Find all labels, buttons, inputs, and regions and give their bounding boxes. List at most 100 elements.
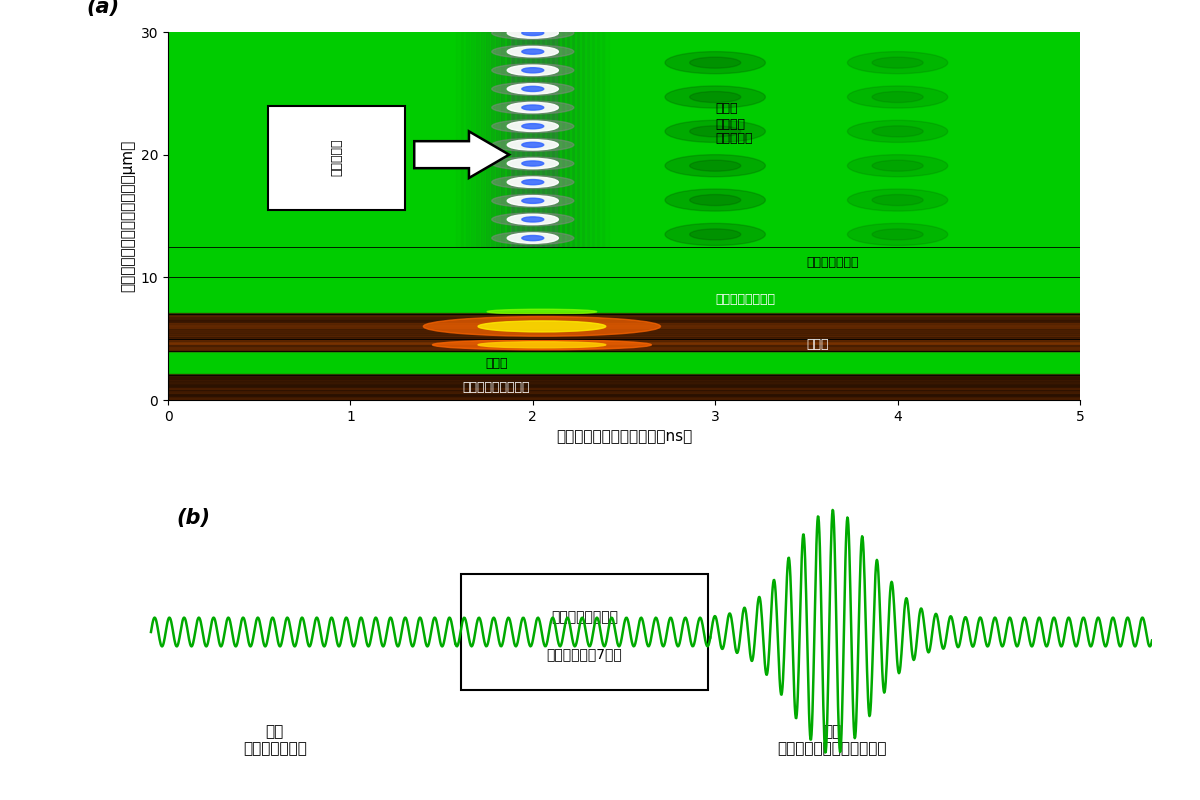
- X-axis label: オシロスコープ上の時間（ns）: オシロスコープ上の時間（ns）: [556, 430, 692, 444]
- Text: 励起光＋シード光: 励起光＋シード光: [715, 293, 775, 306]
- Bar: [481, 32, 488, 246]
- Ellipse shape: [508, 84, 558, 94]
- Ellipse shape: [690, 194, 740, 206]
- Ellipse shape: [872, 91, 923, 102]
- Bar: [168, 398, 1080, 399]
- Bar: [168, 345, 1080, 346]
- Bar: [168, 349, 1080, 350]
- Ellipse shape: [492, 101, 574, 114]
- Ellipse shape: [522, 161, 544, 166]
- Ellipse shape: [492, 194, 574, 207]
- Ellipse shape: [522, 30, 544, 35]
- Bar: [168, 394, 1080, 395]
- Bar: [168, 278, 1080, 314]
- Bar: [168, 350, 1080, 351]
- Ellipse shape: [522, 68, 544, 73]
- Bar: [168, 393, 1080, 394]
- Bar: [602, 32, 610, 246]
- Ellipse shape: [508, 140, 558, 150]
- Ellipse shape: [492, 64, 574, 77]
- Bar: [168, 314, 1080, 315]
- Bar: [269, 106, 406, 210]
- Bar: [168, 346, 1080, 347]
- Bar: [168, 344, 1080, 345]
- Text: （瞬間強度〆7桁）: （瞬間強度〆7桁）: [546, 647, 623, 662]
- Bar: [547, 32, 554, 246]
- Bar: [168, 319, 1080, 320]
- Bar: [168, 385, 1080, 386]
- Bar: [461, 32, 468, 246]
- Bar: [506, 32, 514, 246]
- Bar: [168, 323, 1080, 324]
- Bar: [492, 32, 499, 246]
- Bar: [168, 395, 1080, 396]
- Bar: [168, 396, 1080, 397]
- Ellipse shape: [508, 65, 558, 75]
- Bar: [497, 32, 504, 246]
- Bar: [476, 32, 484, 246]
- Bar: [168, 379, 1080, 381]
- Ellipse shape: [492, 120, 574, 133]
- Ellipse shape: [508, 102, 558, 113]
- Ellipse shape: [508, 46, 558, 57]
- Text: (a): (a): [86, 0, 119, 18]
- Ellipse shape: [522, 142, 544, 147]
- Bar: [168, 313, 1080, 314]
- Ellipse shape: [872, 229, 923, 240]
- Text: (b): (b): [176, 508, 211, 528]
- Ellipse shape: [508, 214, 558, 225]
- Bar: [592, 32, 599, 246]
- Bar: [168, 388, 1080, 389]
- Bar: [566, 32, 574, 246]
- Ellipse shape: [847, 120, 948, 142]
- Bar: [587, 32, 594, 246]
- FancyArrow shape: [414, 131, 509, 178]
- Ellipse shape: [522, 198, 544, 203]
- Bar: [168, 392, 1080, 393]
- Ellipse shape: [492, 213, 574, 226]
- Bar: [536, 32, 544, 246]
- Ellipse shape: [690, 91, 740, 102]
- Ellipse shape: [478, 342, 606, 348]
- Bar: [168, 375, 1080, 377]
- Ellipse shape: [522, 105, 544, 110]
- Bar: [577, 32, 584, 246]
- Text: 量子ビート: 量子ビート: [330, 139, 343, 177]
- Ellipse shape: [492, 232, 574, 245]
- Bar: [168, 348, 1080, 349]
- Ellipse shape: [690, 160, 740, 171]
- Bar: [168, 320, 1080, 322]
- Bar: [168, 351, 1080, 375]
- Ellipse shape: [690, 126, 740, 137]
- Ellipse shape: [522, 179, 544, 185]
- Ellipse shape: [522, 86, 544, 91]
- Bar: [511, 32, 557, 246]
- Bar: [168, 338, 1080, 351]
- Ellipse shape: [487, 310, 596, 314]
- Ellipse shape: [522, 49, 544, 54]
- Bar: [598, 32, 605, 246]
- Bar: [168, 324, 1080, 326]
- Bar: [168, 340, 1080, 342]
- Bar: [168, 334, 1080, 336]
- Bar: [461, 574, 708, 690]
- Y-axis label: シード光と参照光の光路差（μm）: シード光と参照光の光路差（μm）: [120, 140, 136, 292]
- Bar: [582, 32, 589, 246]
- Ellipse shape: [522, 124, 544, 129]
- Bar: [168, 378, 1080, 379]
- Bar: [541, 32, 550, 246]
- Text: 励起光
＋参照光
＋シード光: 励起光 ＋参照光 ＋シード光: [715, 102, 752, 146]
- Bar: [456, 32, 463, 246]
- Bar: [168, 322, 1080, 323]
- Text: 超萩光による増幅: 超萩光による増幅: [551, 610, 618, 625]
- Bar: [532, 32, 539, 246]
- Ellipse shape: [847, 223, 948, 246]
- Bar: [168, 337, 1080, 338]
- Bar: [168, 347, 1080, 348]
- Bar: [168, 389, 1080, 390]
- Ellipse shape: [432, 340, 652, 350]
- Bar: [552, 32, 559, 246]
- Ellipse shape: [492, 138, 574, 151]
- Bar: [168, 381, 1080, 382]
- Ellipse shape: [690, 57, 740, 68]
